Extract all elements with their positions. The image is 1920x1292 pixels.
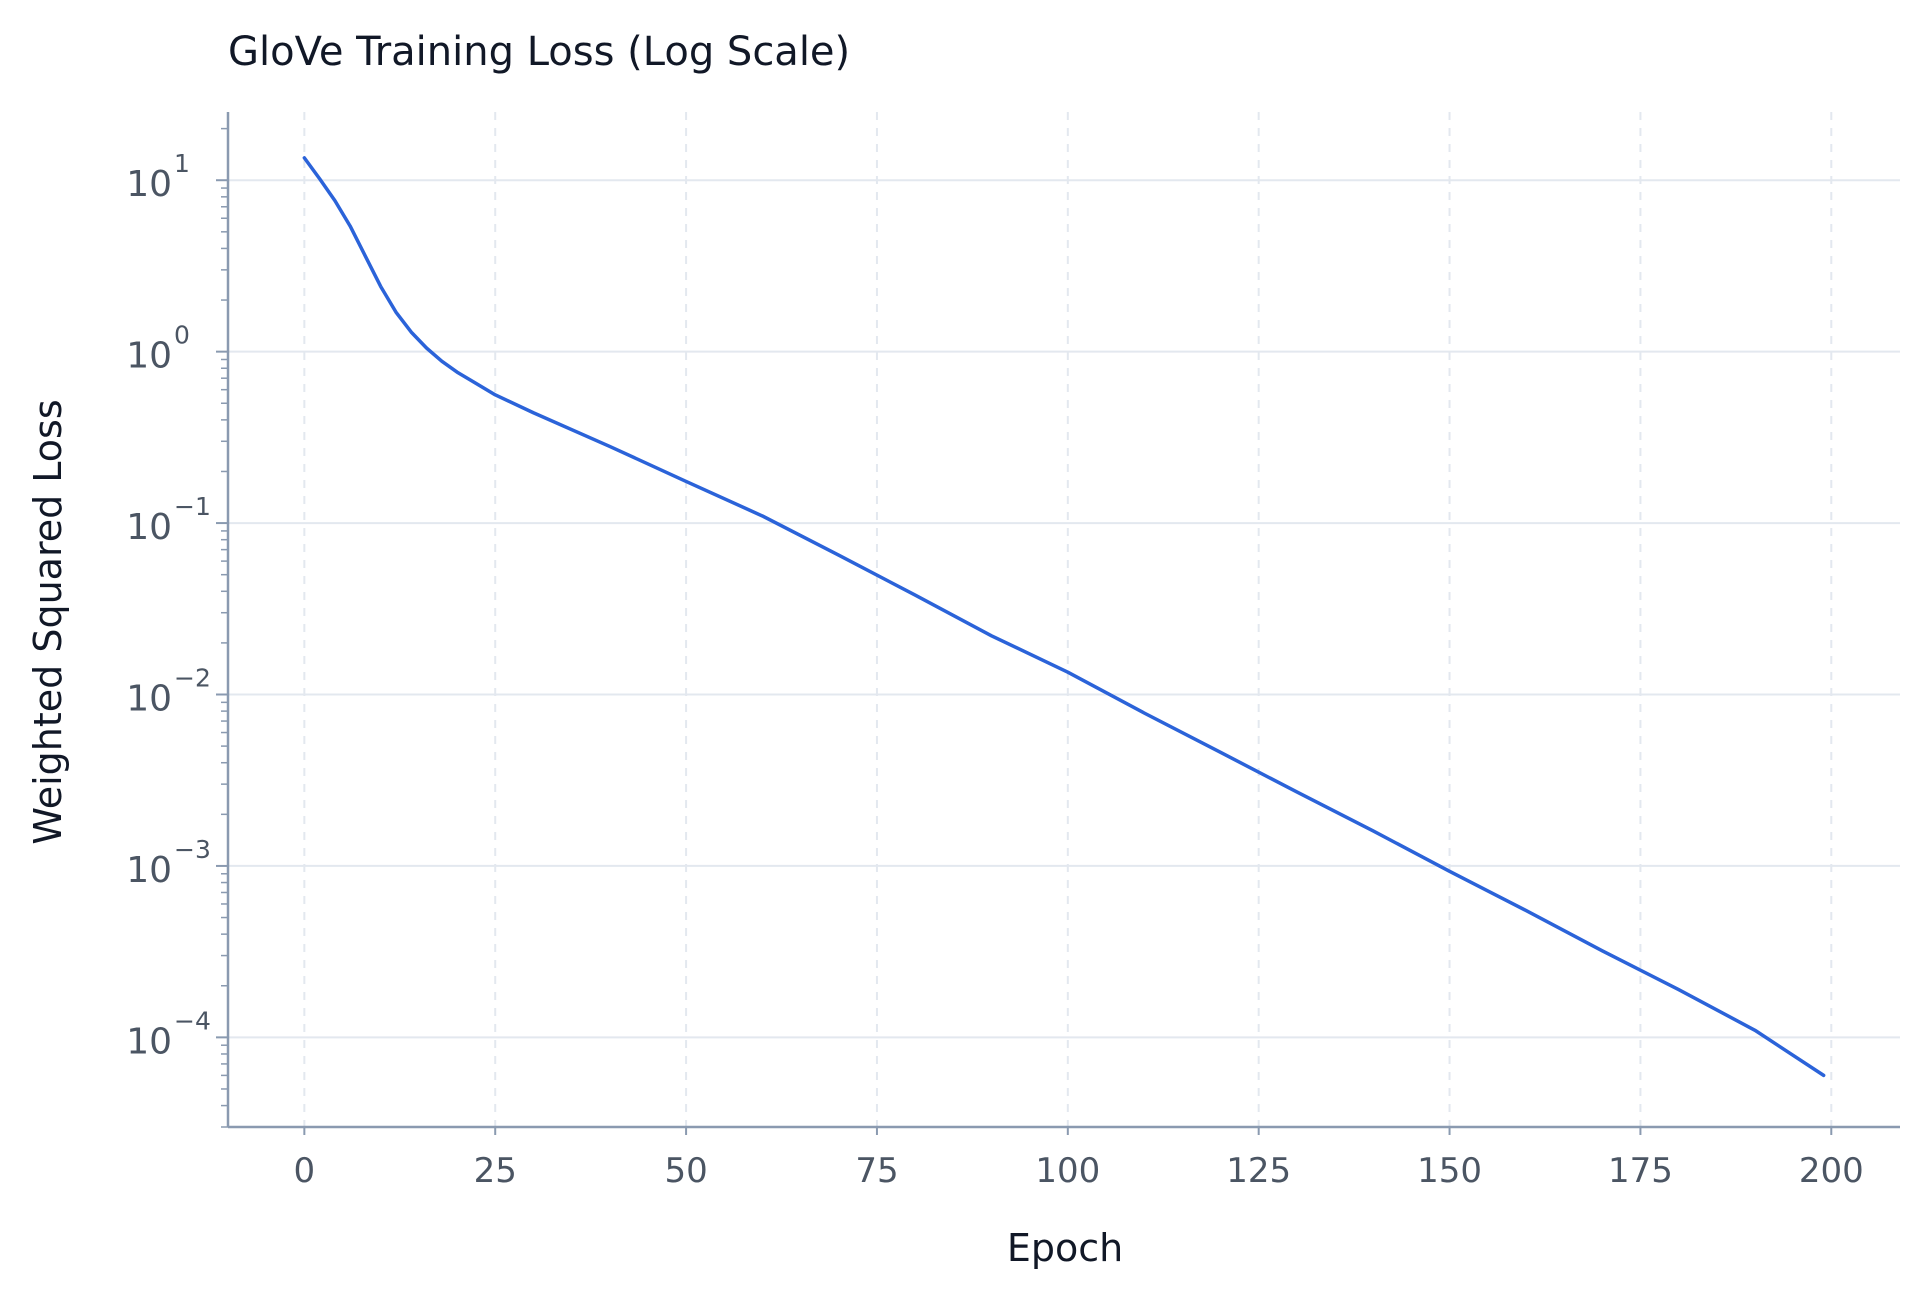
y-tick-label: 100 <box>126 321 190 377</box>
y-tick-label: 10−2 <box>126 664 211 720</box>
x-tick-label: 0 <box>294 1151 316 1191</box>
x-axis-label: Epoch <box>1007 1226 1123 1270</box>
y-gridlines <box>228 179 1900 1039</box>
y-tick-label: 101 <box>126 149 190 205</box>
x-tick-label: 200 <box>1799 1151 1864 1191</box>
x-tick-label: 150 <box>1417 1151 1482 1191</box>
chart-title: GloVe Training Loss (Log Scale) <box>228 29 850 75</box>
y-tick-label-base: 10 <box>126 850 172 891</box>
y-tick-label: 10−1 <box>126 492 211 548</box>
x-gridlines <box>303 112 1833 1127</box>
y-tick-label-exponent: −2 <box>174 664 211 693</box>
x-tick-label: 175 <box>1608 1151 1673 1191</box>
x-tick-label: 50 <box>664 1151 707 1191</box>
y-tick-label-exponent: −4 <box>174 1006 211 1035</box>
y-tick-label-base: 10 <box>126 164 172 205</box>
y-tick-label-exponent: −1 <box>174 492 211 521</box>
y-tick-label-exponent: 1 <box>174 149 190 178</box>
axes <box>226 112 1900 1129</box>
series-line-0 <box>302 156 1826 1078</box>
series-layer <box>302 156 1826 1078</box>
y-major-ticks <box>216 179 228 1039</box>
y-tick-label: 10−4 <box>126 1006 211 1062</box>
x-tick-label: 100 <box>1035 1151 1100 1191</box>
x-tick-labels: 0 25 50 75 100 125 150 175 200 <box>294 1151 1864 1191</box>
x-tick-label: 125 <box>1226 1151 1291 1191</box>
y-tick-label-base: 10 <box>126 1021 172 1062</box>
y-tick-label-base: 10 <box>126 507 172 548</box>
y-axis-label: Weighted Squared Loss <box>26 399 70 844</box>
y-tick-label-base: 10 <box>126 336 172 377</box>
y-minor-ticks <box>221 127 228 1128</box>
y-tick-label-exponent: 0 <box>174 321 190 350</box>
x-ticks <box>303 1127 1833 1135</box>
x-tick-label: 25 <box>474 1151 517 1191</box>
y-tick-label: 10−3 <box>126 835 211 891</box>
y-tick-label-base: 10 <box>126 679 172 720</box>
y-tick-label-exponent: −3 <box>174 835 211 864</box>
x-tick-label: 75 <box>855 1151 898 1191</box>
